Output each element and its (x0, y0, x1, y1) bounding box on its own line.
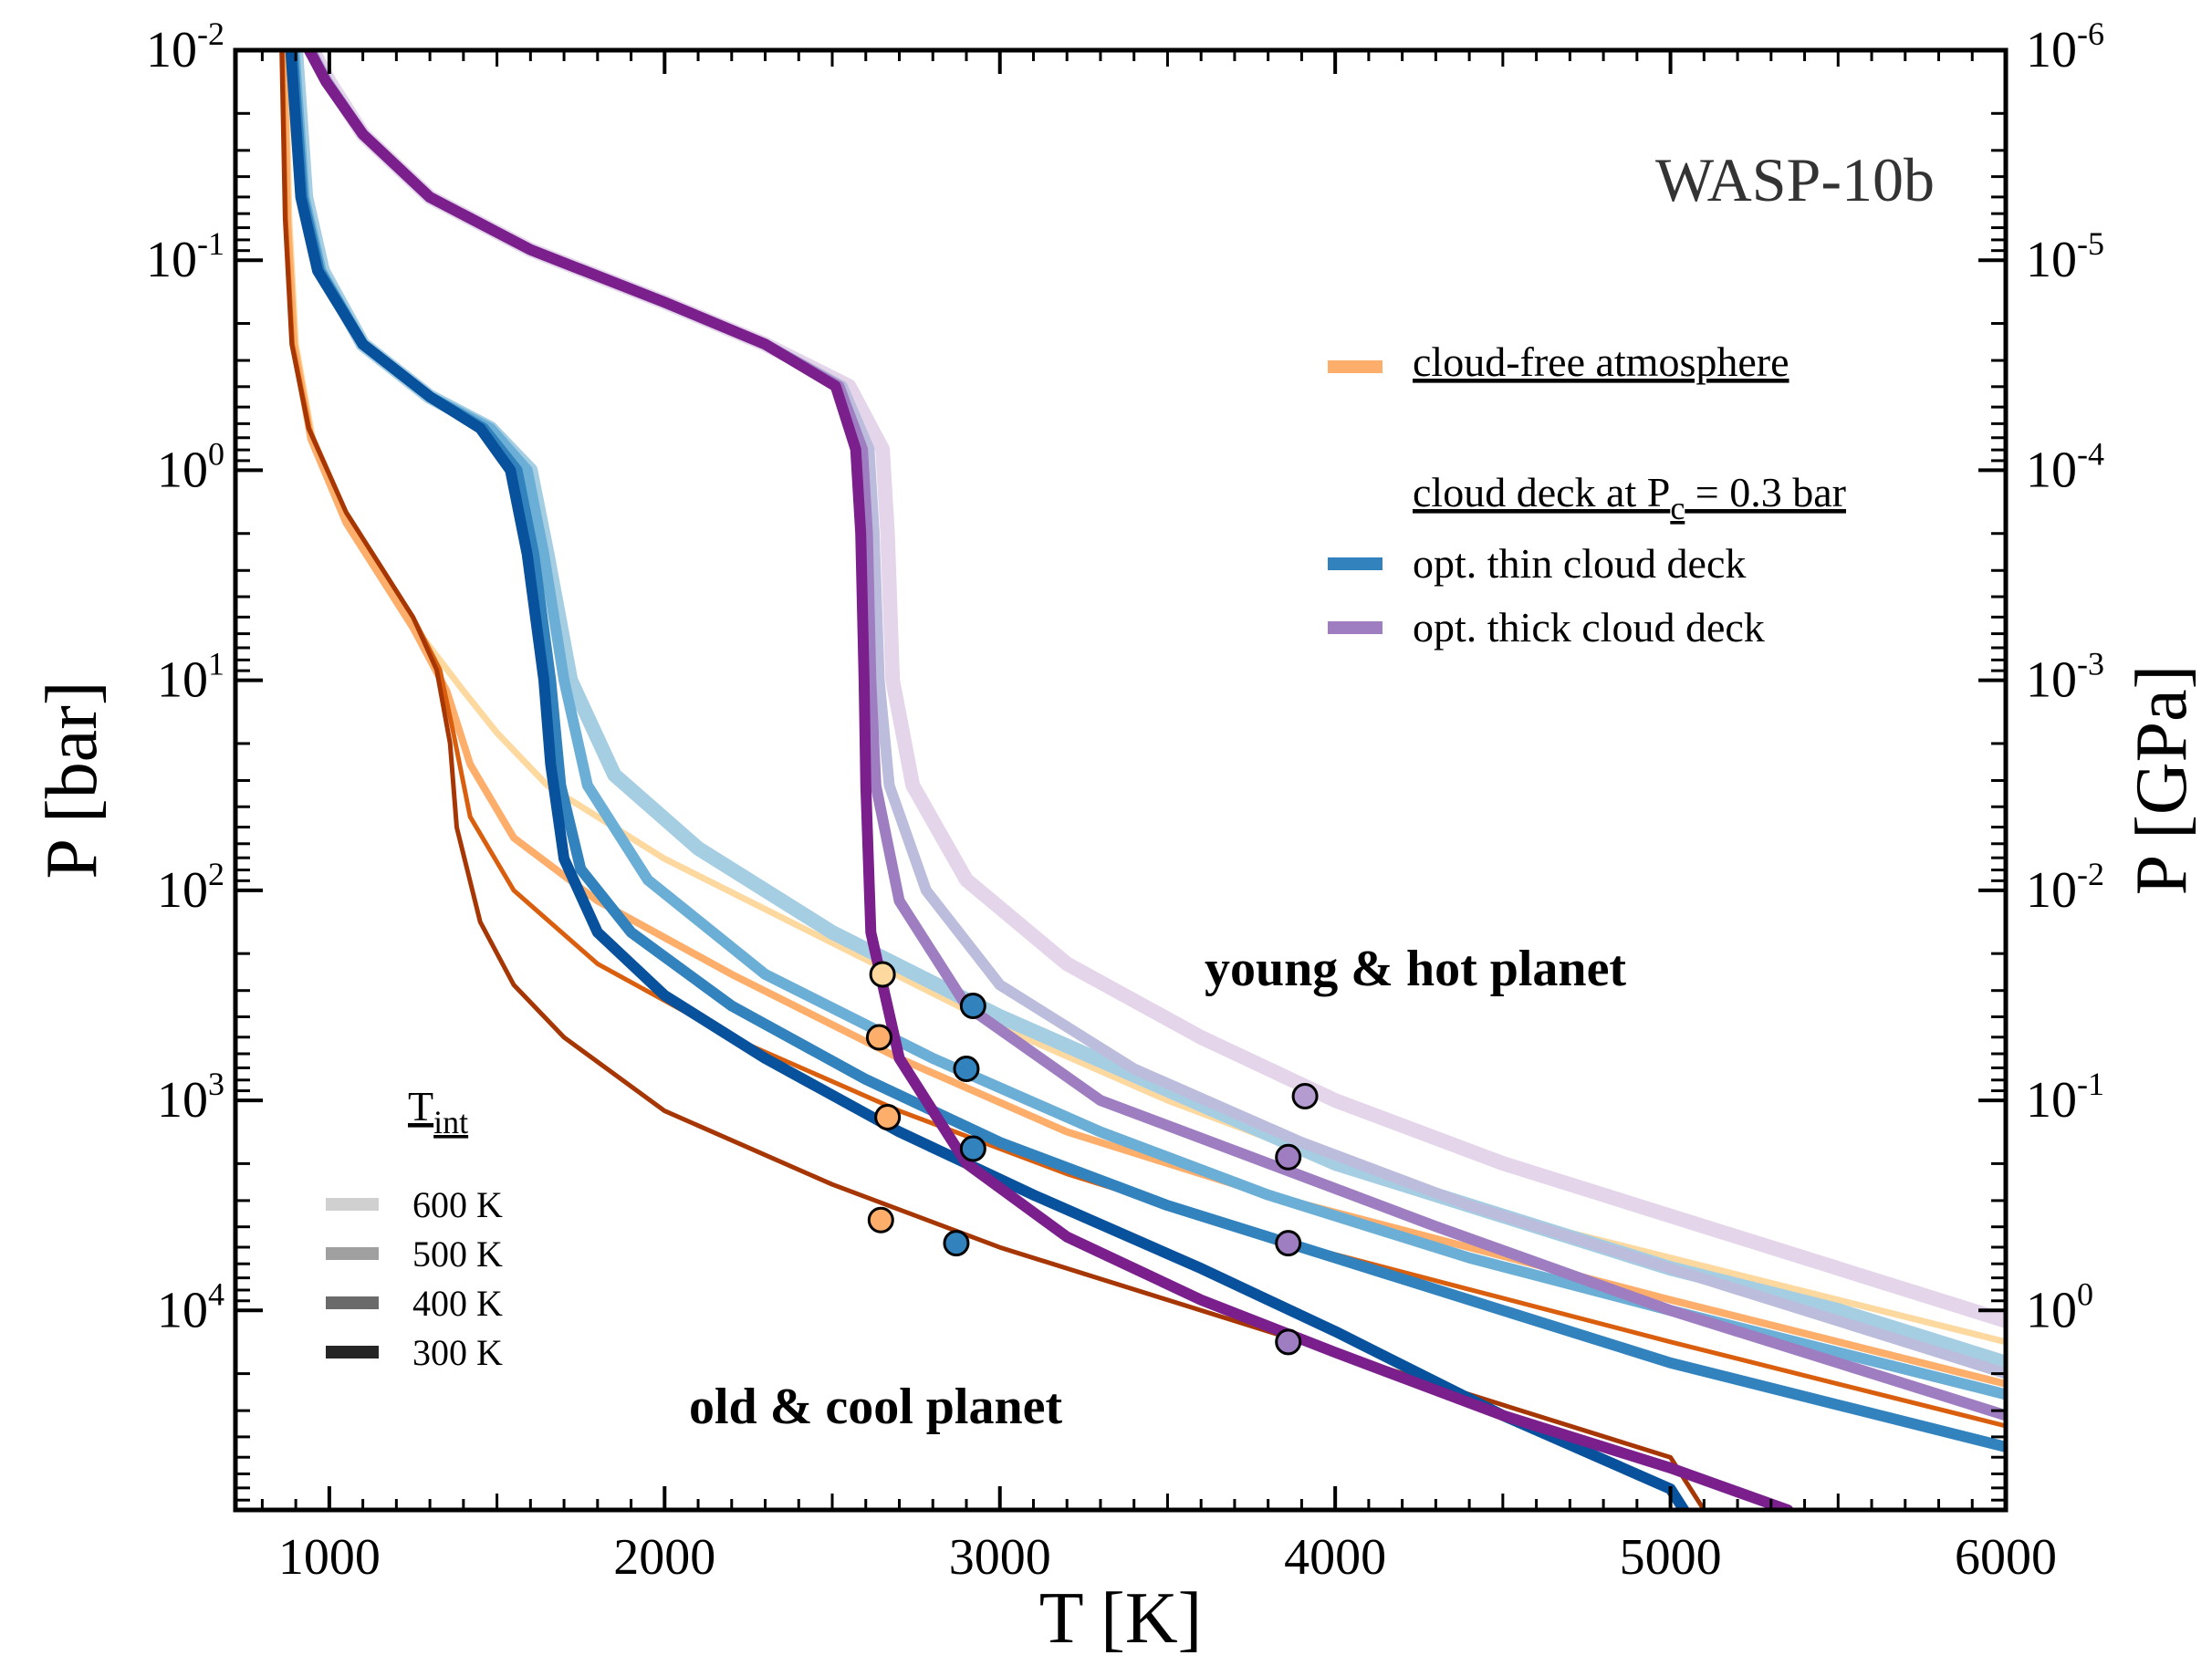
tint-legend-label: 500 K (412, 1234, 503, 1275)
y-tick-label-right: 10-6 (2026, 16, 2104, 78)
legend-cloud-free-label: cloud-free atmosphere (1413, 338, 1789, 385)
y-axis-title: P [bar] (32, 682, 112, 880)
tint-legend: Tint 600 K 500 K 400 K 300 K (326, 1083, 503, 1373)
y-tick-label-left: 103 (157, 1066, 224, 1129)
y-tick-label-left: 100 (157, 435, 224, 498)
legend-cloud-header-prefix: cloud deck at P (1413, 469, 1670, 515)
annotation-hot-planet: young & hot planet (1205, 941, 1626, 997)
data-marker (867, 1206, 894, 1234)
series-layer (279, 50, 2006, 1510)
data-marker (1275, 1143, 1302, 1171)
data-marker (869, 961, 896, 988)
x-tick-label: 6000 (1955, 1529, 2057, 1586)
chart-title: WASP-10b (1655, 145, 1935, 214)
legend: cloud-free atmosphere cloud deck at Pc =… (1328, 338, 1846, 651)
legend-thick-label: opt. thick cloud deck (1413, 604, 1765, 651)
data-marker (943, 1230, 970, 1257)
data-marker (1275, 1328, 1302, 1356)
tick-layer: 1000 2000 3000 4000 5000 6000 10-2 10-1 100 101 10… (146, 16, 2104, 1586)
annotation-cool-planet: old & cool planet (689, 1379, 1062, 1435)
data-marker (865, 1024, 892, 1051)
series-line-thick-500 (305, 50, 2006, 1379)
legend-cloud-header: cloud deck at Pc = 0.3 bar (1413, 469, 1846, 526)
x-axis-title: T [K] (1039, 1578, 1202, 1659)
data-marker (953, 1056, 980, 1083)
series-line-thick-300 (303, 50, 1794, 1510)
y-tick-label-right: 10-1 (2026, 1066, 2104, 1129)
data-marker (1291, 1082, 1319, 1109)
x-tick-label: 5000 (1620, 1529, 1722, 1586)
data-marker (959, 1135, 986, 1162)
tint-legend-title: Tint (408, 1083, 468, 1140)
series-line-thick-400 (304, 50, 2006, 1421)
y-tick-label-left: 10-2 (146, 16, 224, 78)
x-tick-label: 4000 (1284, 1529, 1386, 1586)
legend-cloud-header-sub: c (1670, 490, 1685, 526)
legend-cloud-header-suffix: = 0.3 bar (1685, 469, 1846, 515)
x-tick-label: 2000 (613, 1529, 715, 1586)
tint-legend-label: 600 K (412, 1184, 503, 1225)
y-tick-label-left: 102 (157, 856, 224, 919)
tint-legend-title-sub: int (433, 1104, 468, 1140)
y-tick-label-left: 10-1 (146, 225, 224, 288)
y-tick-label-right: 10-5 (2026, 225, 2104, 288)
legend-thin-label: opt. thin cloud deck (1413, 540, 1746, 587)
y-tick-label-left: 104 (157, 1275, 224, 1338)
data-marker (874, 1103, 902, 1130)
y-tick-label-right: 10-3 (2026, 646, 2104, 709)
series-line-thin-300 (285, 50, 1690, 1510)
tint-legend-entries: 600 K 500 K 400 K 300 K (326, 1184, 503, 1373)
marker-layer (865, 961, 1319, 1356)
y-tick-label-right: 10-2 (2026, 856, 2104, 919)
x-tick-label: 1000 (278, 1529, 381, 1586)
y2-axis-title: P [GPa] (2122, 665, 2202, 896)
x-tick-label: 3000 (949, 1529, 1051, 1586)
tint-legend-label: 400 K (412, 1283, 503, 1324)
y-tick-label-right: 10-4 (2026, 435, 2104, 498)
tint-legend-title-main: T (408, 1083, 433, 1129)
y-tick-label-left: 101 (157, 646, 224, 709)
data-marker (959, 992, 986, 1019)
y-tick-label-right: 100 (2026, 1275, 2093, 1338)
data-marker (1275, 1230, 1302, 1257)
tint-legend-label: 300 K (412, 1332, 503, 1373)
